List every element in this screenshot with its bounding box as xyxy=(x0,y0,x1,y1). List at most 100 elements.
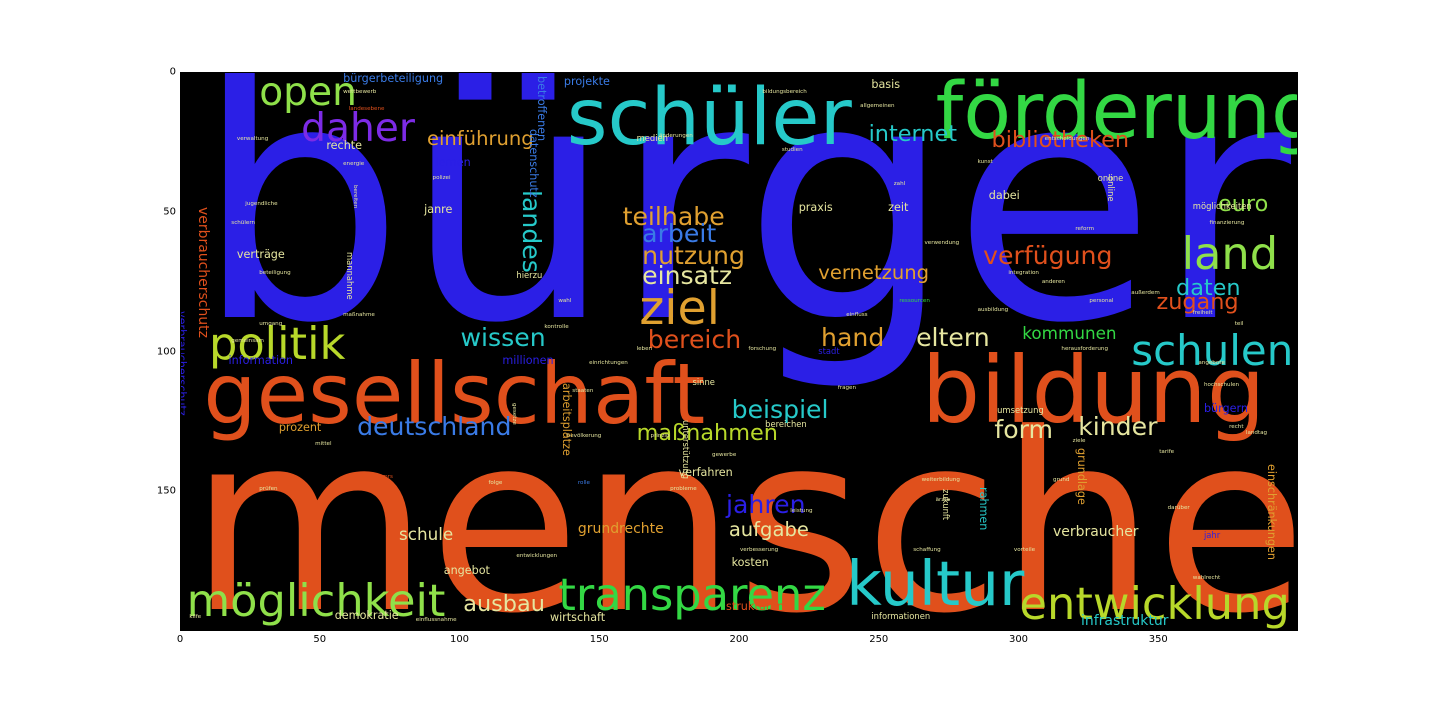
word-einrichtungen: einrichtungen xyxy=(589,359,628,366)
word-bürgerbeteiligung: bürgerbeteiligung xyxy=(343,72,444,85)
word-nutzung: nutzung xyxy=(642,241,745,271)
word-gesellschaft: gesellschaft xyxy=(203,344,706,443)
word-allgemeinen: allgemeinen xyxy=(860,102,895,109)
word-ziel: ziel xyxy=(639,281,720,337)
word-schülern: schülern xyxy=(231,220,256,227)
word-ressourcen: ressourcen xyxy=(899,298,930,305)
word-reform: reform xyxy=(1075,225,1094,232)
word-prüfen: prüfen xyxy=(259,485,278,492)
word-daher: daher xyxy=(301,106,415,152)
word-rahmen: rahmen xyxy=(976,486,990,531)
word-landes: landes xyxy=(517,190,547,274)
word-verfahren: verfahren xyxy=(678,466,733,480)
word-integration: integration xyxy=(1008,270,1039,277)
word-verbesserung: verbesserung xyxy=(740,547,779,554)
y-tick-label: 150 xyxy=(156,485,176,497)
word-euro: euro xyxy=(1217,191,1269,218)
word-fragen: fragen xyxy=(837,385,856,392)
word-informationen: informationen xyxy=(871,611,931,622)
word-hand: hand xyxy=(821,322,885,352)
x-tick-mark xyxy=(1018,626,1020,631)
word-aufgabe: aufgabe xyxy=(728,518,809,542)
x-tick-label: 50 xyxy=(313,634,327,645)
word-sinne: sinne xyxy=(692,376,715,387)
word-umsetzung: umsetzung xyxy=(997,404,1044,415)
word-gewerbe: gewerbe xyxy=(712,452,737,459)
word-schüler: schüler xyxy=(566,72,852,163)
word-praxis: praxis xyxy=(798,200,833,214)
word-betroffenen: betroffenen xyxy=(535,75,549,141)
x-tick-mark xyxy=(459,626,461,631)
y-tick-mark xyxy=(180,211,185,213)
word-jugendliche: jugendliche xyxy=(245,200,278,207)
word-ärzte: ärzte xyxy=(935,496,950,503)
word-wirtschaft: wirtschaft xyxy=(549,611,606,625)
word-millionen: millionen xyxy=(502,354,554,368)
word-kosten: kosten xyxy=(731,555,769,569)
word-janre: janre xyxy=(424,203,453,217)
word-daten: daten xyxy=(1176,275,1241,302)
word-verbraucherschutz: verbraucherschutz xyxy=(194,207,211,339)
x-tick-mark xyxy=(180,626,181,631)
word-maßnahme: maßnahme xyxy=(343,312,375,319)
x-tick-mark xyxy=(1158,626,1160,631)
word-wettbewerb: wettbewerb xyxy=(343,88,377,95)
word-bereiten: bereiten xyxy=(352,184,359,209)
word-recht: recht xyxy=(1229,424,1244,431)
word-medien: medien xyxy=(636,133,668,144)
word-grundlage: grundlage xyxy=(1074,447,1088,505)
word-hierzu: hierzu xyxy=(516,270,543,281)
word-hochschulen: hochschulen xyxy=(1203,382,1240,389)
word-mannahme: mannahme xyxy=(345,251,356,300)
word-beispiel: beispiel xyxy=(731,395,829,425)
word-einführung: einführung xyxy=(426,126,534,150)
word-bürger: bürger xyxy=(194,72,1292,396)
x-tick-label: 250 xyxy=(869,634,889,645)
word-bildung: bildung xyxy=(921,336,1266,445)
word-politik: politik xyxy=(208,316,346,370)
word-zahl: zahl xyxy=(893,181,906,187)
word-zeit: zeit xyxy=(888,200,909,214)
x-tick-label: 150 xyxy=(589,634,609,645)
word-bildungsbereich: bildungsbereich xyxy=(762,88,807,95)
word-förderung: förderung xyxy=(935,72,1298,157)
word-einschränkungen: einschränkungen xyxy=(1264,464,1278,561)
word-möglichkeiten: möglichkeiten xyxy=(1192,200,1252,211)
word-studien: studien xyxy=(781,147,803,154)
word-schule: schule xyxy=(399,523,454,544)
word-vorteile: vorteile xyxy=(1013,547,1036,554)
word-stadt: stadt xyxy=(818,345,840,356)
word-landtag: landtag xyxy=(1245,429,1268,436)
word-außerdem: außerdem xyxy=(1131,290,1160,296)
word-ausbildung: ausbildung xyxy=(977,306,1009,313)
x-tick-label: 0 xyxy=(176,634,184,645)
word-land: land xyxy=(1181,227,1279,281)
word-internet: internet xyxy=(868,121,957,148)
word-information: information xyxy=(228,354,293,368)
word-darüber: darüber xyxy=(1167,505,1190,512)
word-form: form xyxy=(994,414,1053,444)
word-projekte: projekte xyxy=(563,74,610,88)
word-probleme: probleme xyxy=(670,485,697,492)
word-dabei: dabei xyxy=(988,189,1020,203)
word-freiheit: freiheit xyxy=(1192,309,1213,316)
word-rechte: rechte xyxy=(326,139,363,153)
word-jahr: jahr xyxy=(1203,530,1221,541)
word-mrs: mrs xyxy=(382,474,393,481)
word-vernetzung: vernetzung xyxy=(818,261,930,285)
word-finanzierung: finanzierung xyxy=(1209,220,1245,227)
x-tick-mark xyxy=(739,626,740,631)
word-ziele: ziele xyxy=(1072,438,1086,445)
word-prinzip: prinzip xyxy=(650,432,670,439)
word-zugang: zugang xyxy=(1156,289,1239,315)
word-online: online xyxy=(1105,176,1116,202)
word-entwicklung: entwicklung xyxy=(1019,576,1290,630)
word-bereichen: bereichen xyxy=(765,418,807,429)
word-kunst: kunst xyxy=(977,158,993,165)
word-zukunft: zukunft xyxy=(940,489,951,521)
y-tick-label: 50 xyxy=(163,206,176,218)
word-personal: personal xyxy=(1089,298,1114,305)
y-tick-label: 0 xyxy=(169,66,176,78)
word-eltern: eltern xyxy=(916,322,990,352)
word-staaten: staaten xyxy=(572,387,594,394)
